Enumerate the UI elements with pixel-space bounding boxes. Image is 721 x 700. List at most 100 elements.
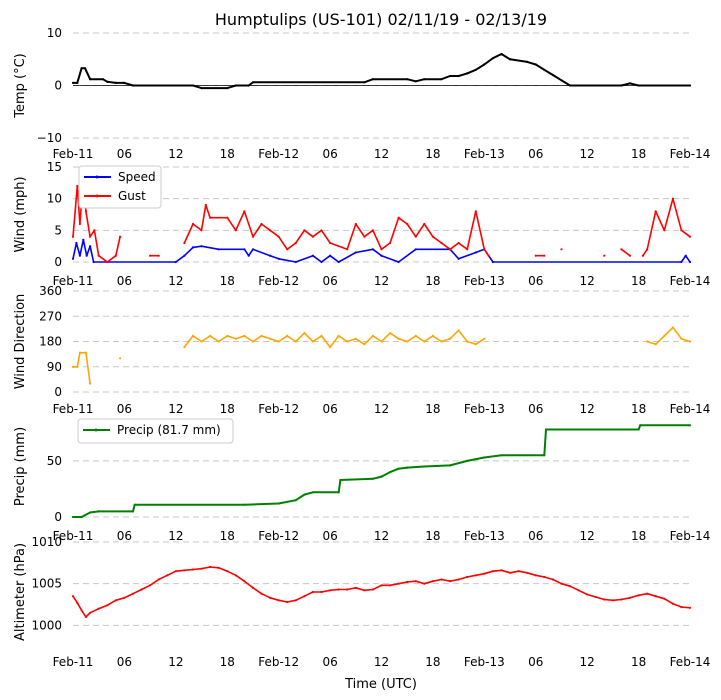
panel-wdir: 0 90 180 270 360 Wind Direction Feb-11 06 12 18 Fe…: [13, 284, 710, 416]
y-tick-label: 1005: [31, 577, 62, 591]
data-point: [149, 584, 152, 587]
data-point: [449, 464, 452, 467]
legend: Precip (81.7 mm): [77, 418, 234, 444]
data-point: [234, 84, 237, 87]
data-point: [654, 343, 657, 346]
data-point: [671, 197, 675, 200]
data-point: [354, 586, 357, 589]
data-point: [603, 254, 606, 257]
data-point: [251, 340, 255, 343]
data-point: [251, 248, 255, 251]
data-point: [646, 592, 649, 595]
data-point: [449, 337, 452, 340]
data-point: [183, 569, 186, 572]
x-tick-label: Feb-11: [53, 402, 94, 416]
x-tick-label: 06: [117, 529, 132, 543]
data-point: [123, 596, 126, 599]
data-point: [620, 248, 623, 251]
data-point: [466, 248, 469, 251]
data-point: [423, 78, 426, 81]
data-point: [97, 510, 100, 513]
panels-container: −10 0 10 Temp (°C) Feb-11 06 12 18 Feb-12 06 12 18 F…: [13, 26, 710, 669]
data-point: [234, 574, 237, 577]
data-point: [371, 588, 374, 591]
data-point: [431, 235, 434, 238]
data-point: [680, 229, 683, 232]
data-point: [397, 467, 400, 470]
x-tick-label: 06: [528, 274, 543, 288]
data-point: [200, 245, 203, 248]
x-tick-label: 12: [374, 402, 389, 416]
data-point: [311, 254, 314, 257]
data-point: [457, 329, 460, 332]
data-point: [200, 229, 203, 232]
data-point: [311, 235, 314, 238]
data-point: [71, 595, 75, 598]
data-point: [191, 568, 195, 571]
data-point: [688, 424, 692, 427]
legend-label: Precip (81.7 mm): [117, 423, 221, 437]
data-point: [209, 334, 212, 337]
x-tick-label: 12: [374, 529, 389, 543]
x-tick-label: Feb-14: [670, 402, 711, 416]
y-tick-label: 1010: [31, 535, 62, 549]
data-point: [243, 503, 246, 506]
data-point: [131, 510, 135, 513]
data-point: [380, 584, 383, 587]
data-point: [191, 222, 195, 226]
data-point: [277, 235, 280, 238]
data-point: [286, 248, 289, 251]
chart-title: Humptulips (US-101) 02/11/19 - 02/13/19: [215, 10, 547, 29]
x-tick-label: 18: [631, 529, 646, 543]
data-point: [534, 63, 537, 66]
data-point: [680, 260, 683, 264]
x-tick-label: 12: [168, 147, 183, 161]
data-point: [560, 248, 563, 251]
panel-precip: 0 50 Precip (mm) Feb-11 06 12 18 Feb-12 06 12 18 Fe…: [13, 418, 710, 543]
data-point: [337, 588, 340, 591]
data-point: [628, 596, 632, 599]
x-tick-label: 12: [168, 274, 183, 288]
data-point: [97, 607, 100, 610]
x-tick-label: Feb-12: [258, 147, 299, 161]
y-tick-label: 360: [39, 284, 62, 298]
data-point: [346, 340, 349, 343]
data-point: [269, 229, 272, 232]
x-tick-label: Feb-13: [464, 274, 505, 288]
data-point: [544, 428, 548, 431]
data-point: [389, 241, 392, 245]
data-point: [543, 454, 546, 457]
data-point: [303, 332, 306, 335]
data-point: [71, 365, 75, 368]
data-point: [654, 210, 657, 213]
data-point: [688, 606, 692, 609]
x-tick-label: 06: [117, 655, 132, 669]
x-tick-label: 06: [322, 147, 337, 161]
data-point: [247, 254, 250, 257]
data-point: [371, 78, 374, 81]
data-point: [78, 351, 81, 354]
x-tick-label: Feb-14: [670, 655, 711, 669]
data-point: [414, 248, 417, 251]
data-point: [568, 84, 572, 87]
data-point: [277, 340, 280, 343]
data-point: [440, 241, 443, 245]
x-tick-label: Feb-11: [53, 147, 94, 161]
data-point: [457, 74, 460, 78]
y-axis-label: Precip (mm): [13, 427, 28, 506]
x-tick-label: 18: [425, 529, 440, 543]
data-point: [89, 511, 92, 514]
data-point: [534, 254, 537, 257]
x-tick-label: 12: [580, 529, 595, 543]
data-point: [363, 589, 366, 592]
x-tick-label: 06: [322, 402, 337, 416]
data-point: [217, 248, 220, 251]
data-point: [354, 222, 357, 226]
data-point: [508, 571, 512, 574]
data-point: [517, 570, 520, 573]
data-point: [414, 580, 417, 583]
y-tick-label: −10: [37, 131, 62, 145]
x-tick-label: 06: [117, 274, 132, 288]
y-tick-label: 0: [54, 255, 62, 269]
data-point: [251, 81, 255, 84]
